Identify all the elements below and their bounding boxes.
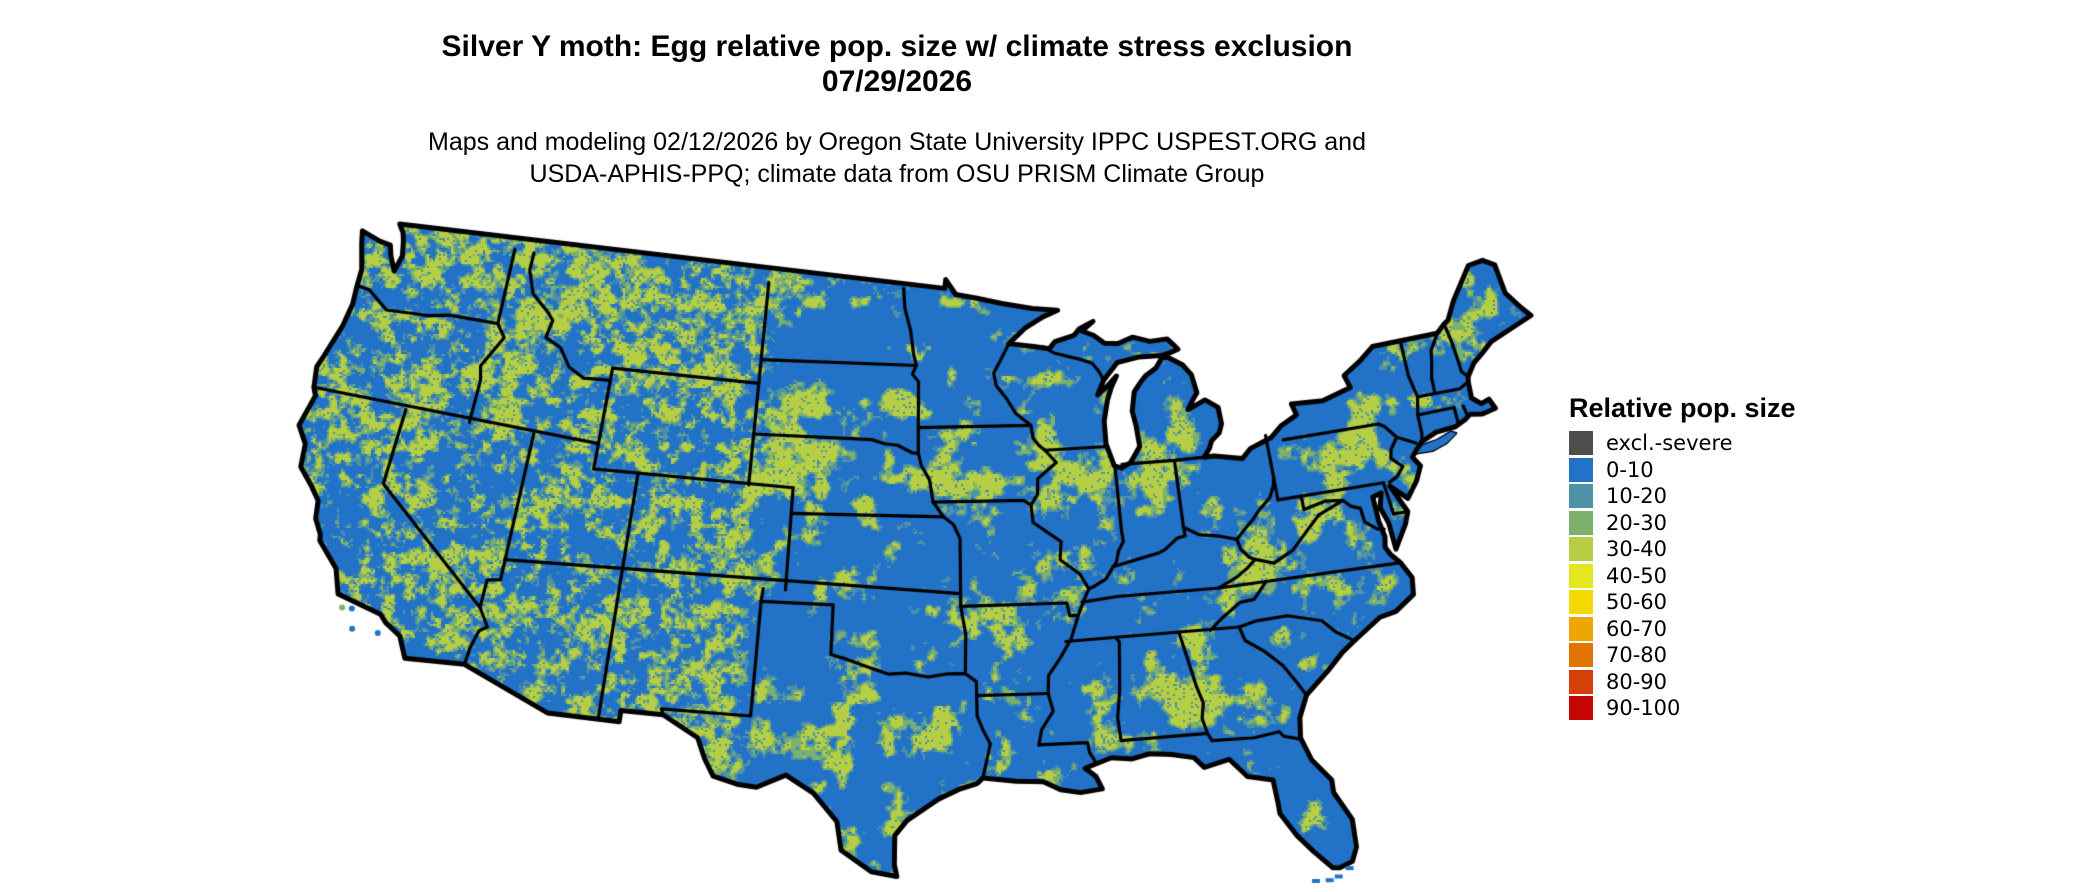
legend-item: excl.-severe [1569,431,1796,455]
legend-swatch [1569,484,1593,508]
legend-swatch [1569,431,1593,455]
legend-swatch [1569,510,1593,535]
figure-header: Silver Y moth: Egg relative pop. size w/… [0,0,1794,190]
legend-item-label: 40-50 [1606,563,1668,588]
legend-item-label: 80-90 [1606,669,1668,694]
legend-item: 70-80 [1569,643,1796,667]
legend-item-label: 70-80 [1606,643,1668,667]
legend-swatch [1569,537,1593,561]
figure-subtitle-line2: USDA-APHIS-PPQ; climate data from OSU PR… [529,160,1265,188]
legend-item: 0-10 [1569,457,1796,482]
legend-item: 60-70 [1569,616,1796,641]
legend-title: Relative pop. size [1569,393,1796,423]
legend-swatch [1569,696,1593,720]
legend-item: 20-30 [1569,510,1796,535]
legend-item: 30-40 [1569,537,1796,561]
legend: Relative pop. size excl.-severe 0-10 10-… [1569,394,1796,723]
legend-item: 40-50 [1569,563,1796,588]
legend-item: 50-60 [1569,590,1796,614]
legend-swatch [1569,457,1593,482]
us-map-canvas [295,220,1535,885]
figure-title-line1: Silver Y moth: Egg relative pop. size w/… [441,30,1353,63]
legend-item-label: 50-60 [1606,590,1668,614]
legend-item-label: 30-40 [1606,537,1668,561]
legend-item-label: excl.-severe [1606,431,1733,455]
legend-item-label: 90-100 [1606,696,1681,720]
legend-item-label: 20-30 [1606,510,1668,535]
legend-item: 80-90 [1569,669,1796,694]
legend-item-label: 10-20 [1606,484,1668,508]
figure-title-line2: 07/29/2026 [821,65,973,98]
us-map [295,220,1535,885]
legend-item: 90-100 [1569,696,1796,720]
legend-swatch [1569,563,1593,588]
legend-item-label: 0-10 [1606,457,1654,482]
legend-swatch [1569,669,1593,694]
legend-swatch [1569,616,1593,641]
legend-swatch [1569,590,1593,614]
legend-swatch [1569,643,1593,667]
figure-subtitle-line1: Maps and modeling 02/12/2026 by Oregon S… [428,128,1366,156]
legend-items: excl.-severe 0-10 10-20 20-30 [1569,431,1796,720]
legend-item-label: 60-70 [1606,616,1668,641]
legend-item: 10-20 [1569,484,1796,508]
